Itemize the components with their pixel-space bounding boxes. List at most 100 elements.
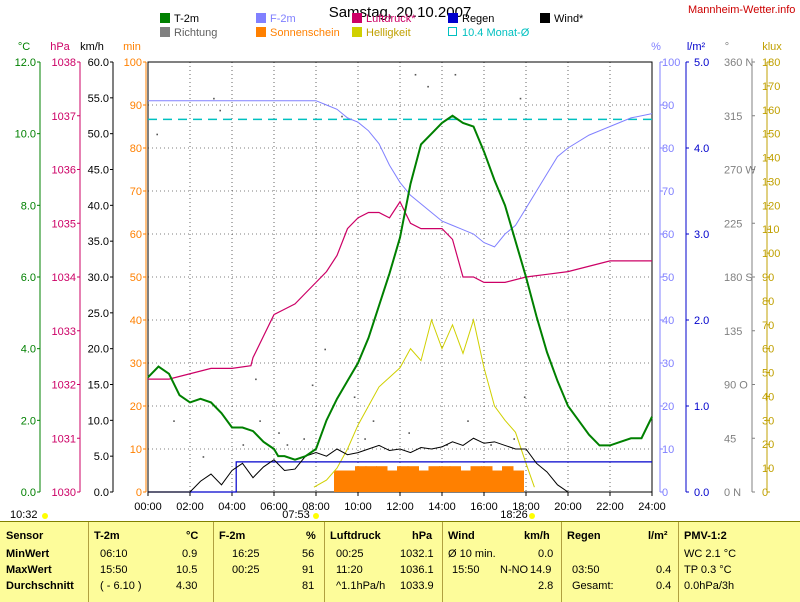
header-wind-unit: km/h	[524, 530, 550, 542]
header-pmv: PMV-1:2	[684, 530, 727, 542]
cell-value: 1032.1	[400, 548, 434, 560]
cell-value: 1036.1	[400, 564, 434, 576]
lux-tick-label: 130	[762, 176, 780, 188]
header-rain: Regen	[567, 530, 601, 542]
cell-pmv: WC 2.1 °C	[684, 548, 737, 560]
sunshine-bar	[397, 466, 409, 492]
pressure-tick-label: 1037	[52, 111, 76, 123]
lux-tick-label: 110	[762, 224, 780, 236]
direction-tick-label: 0 N	[724, 487, 741, 499]
direction-point	[278, 432, 280, 434]
direction-point	[490, 444, 492, 446]
pressure-tick-label: 1035	[52, 218, 76, 230]
humidity-tick-label: 40	[662, 315, 674, 327]
cell-time: 06:10	[100, 548, 128, 560]
cell-time: 15:50	[452, 564, 480, 576]
marker-dot	[42, 513, 48, 519]
sun-tick-label: 10	[130, 444, 142, 456]
temp-unit-label: °C	[18, 41, 30, 53]
temp-tick-label: 0.0	[21, 487, 36, 499]
lux-tick-label: 170	[762, 81, 780, 93]
legend-swatch	[352, 13, 362, 23]
cell-time: 03:50	[572, 564, 600, 576]
header-wind: Wind	[448, 530, 475, 542]
sunshine-bar	[344, 470, 356, 492]
chart-title: Samstag, 20.10.2007	[328, 4, 472, 21]
header-humidity-unit: %	[306, 530, 316, 542]
direction-point	[364, 438, 366, 440]
direction-point	[519, 97, 522, 100]
wind-tick-label: 0.0	[94, 487, 109, 499]
series-helligkeit-line	[313, 318, 535, 488]
cell-value: 0.0	[538, 548, 554, 560]
direction-point	[372, 420, 375, 422]
lux-tick-label: 100	[762, 248, 780, 260]
cell-value: 10.5	[176, 564, 198, 576]
lux-tick-label: 30	[762, 415, 774, 427]
temp-tick-label: 8.0	[21, 200, 36, 212]
cell-value: 81	[302, 580, 315, 592]
direction-point	[353, 396, 356, 399]
cell-pmv: TP 0.3 °C	[684, 564, 732, 576]
humidity-tick-label: 60	[662, 229, 674, 241]
direction-point	[242, 444, 245, 446]
header-temp-unit: °C	[186, 530, 199, 542]
time-tick-label: 10:00	[344, 501, 372, 513]
legend-label: Luftdruck*	[366, 13, 416, 25]
rain-tick-label: 3.0	[694, 229, 709, 241]
direction-point	[414, 73, 417, 76]
rain-tick-label: 1.0	[694, 401, 709, 413]
column-divider	[678, 522, 679, 602]
series-t2m-line	[147, 114, 653, 461]
series-wind-line	[148, 437, 652, 493]
pressure-tick-label: 1031	[52, 433, 76, 445]
direction-tick-label: 90 O	[724, 380, 748, 392]
rain-tick-label: 2.0	[694, 315, 709, 327]
pressure-tick-label: 1038	[52, 57, 76, 69]
site-link[interactable]: Mannheim-Wetter.info	[688, 4, 796, 16]
cell-time: ( - 6.10 )	[100, 580, 142, 592]
humidity-tick-label: 80	[662, 143, 674, 155]
direction-tick-label: 360 N	[724, 57, 753, 69]
sun-tick-label: 60	[130, 229, 142, 241]
wind-tick-label: 30.0	[88, 272, 109, 284]
cell-value: 0.4	[656, 564, 672, 576]
temp-tick-label: 10.0	[15, 129, 36, 141]
sun-tick-label: 80	[130, 143, 142, 155]
legend-swatch	[448, 13, 458, 23]
sunshine-bar	[355, 466, 367, 492]
direction-point	[213, 97, 215, 100]
direction-point	[454, 73, 457, 76]
sun-tick-label: 30	[130, 358, 142, 370]
sun-tick-label: 20	[130, 401, 142, 413]
sunshine-bar	[418, 470, 430, 492]
cell-direction: N-NO	[500, 564, 529, 576]
legend-label: Helligkeit	[366, 27, 411, 39]
time-tick-label: 00:00	[134, 501, 162, 513]
direction-tick-label: 225	[724, 218, 742, 230]
cell-time: ^1.1hPa/h	[336, 580, 386, 592]
cell-time: Gesamt:	[572, 580, 614, 592]
legend-swatch	[256, 27, 266, 37]
lux-tick-label: 180	[762, 57, 780, 69]
sunshine-bar	[470, 466, 482, 492]
pressure-unit-label: hPa	[50, 41, 70, 53]
wind-tick-label: 40.0	[88, 200, 109, 212]
legend-label: 10.4 Monat-Ø	[462, 27, 530, 39]
direction-tick-label: 135	[724, 326, 742, 338]
column-divider	[324, 522, 325, 602]
wind-unit-label: km/h	[80, 41, 104, 53]
sun-tick-label: 100	[124, 57, 142, 69]
direction-point	[259, 420, 261, 422]
lux-tick-label: 160	[762, 105, 780, 117]
lux-tick-label: 90	[762, 272, 774, 284]
temp-tick-label: 6.0	[21, 272, 36, 284]
wind-tick-label: 50.0	[88, 129, 109, 141]
sunshine-bar	[481, 466, 493, 492]
cell-time: 15:50	[100, 564, 128, 576]
time-tick-label: 04:00	[218, 501, 246, 513]
column-divider	[213, 522, 214, 602]
pressure-tick-label: 1036	[52, 165, 76, 177]
lux-unit-label: klux	[762, 41, 782, 53]
rain-tick-label: 4.0	[694, 143, 709, 155]
